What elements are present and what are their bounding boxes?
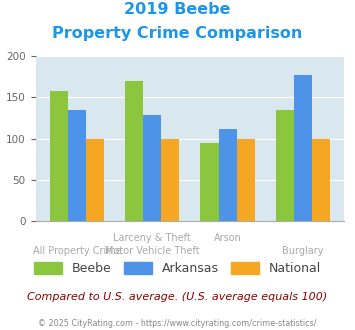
Bar [161, 139, 179, 221]
Text: Arson: Arson [214, 233, 241, 243]
Text: Burglary: Burglary [282, 246, 324, 256]
Text: All Property Crime: All Property Crime [33, 246, 121, 256]
Text: 2019 Beebe: 2019 Beebe [124, 2, 231, 16]
Bar [201, 143, 219, 221]
Text: Property Crime Comparison: Property Crime Comparison [52, 26, 303, 41]
Bar [294, 75, 312, 221]
Bar [125, 81, 143, 221]
Text: Larceny & Theft: Larceny & Theft [113, 233, 191, 243]
Bar [276, 110, 294, 221]
Bar [143, 115, 161, 221]
Text: © 2025 CityRating.com - https://www.cityrating.com/crime-statistics/: © 2025 CityRating.com - https://www.city… [38, 319, 317, 328]
Bar [86, 139, 104, 221]
Bar [68, 110, 86, 221]
Bar [312, 139, 330, 221]
Text: Motor Vehicle Theft: Motor Vehicle Theft [105, 246, 200, 256]
Legend: Beebe, Arkansas, National: Beebe, Arkansas, National [29, 257, 326, 280]
Bar [219, 129, 237, 221]
Bar [237, 139, 255, 221]
Text: Compared to U.S. average. (U.S. average equals 100): Compared to U.S. average. (U.S. average … [27, 292, 328, 302]
Bar [50, 91, 68, 221]
